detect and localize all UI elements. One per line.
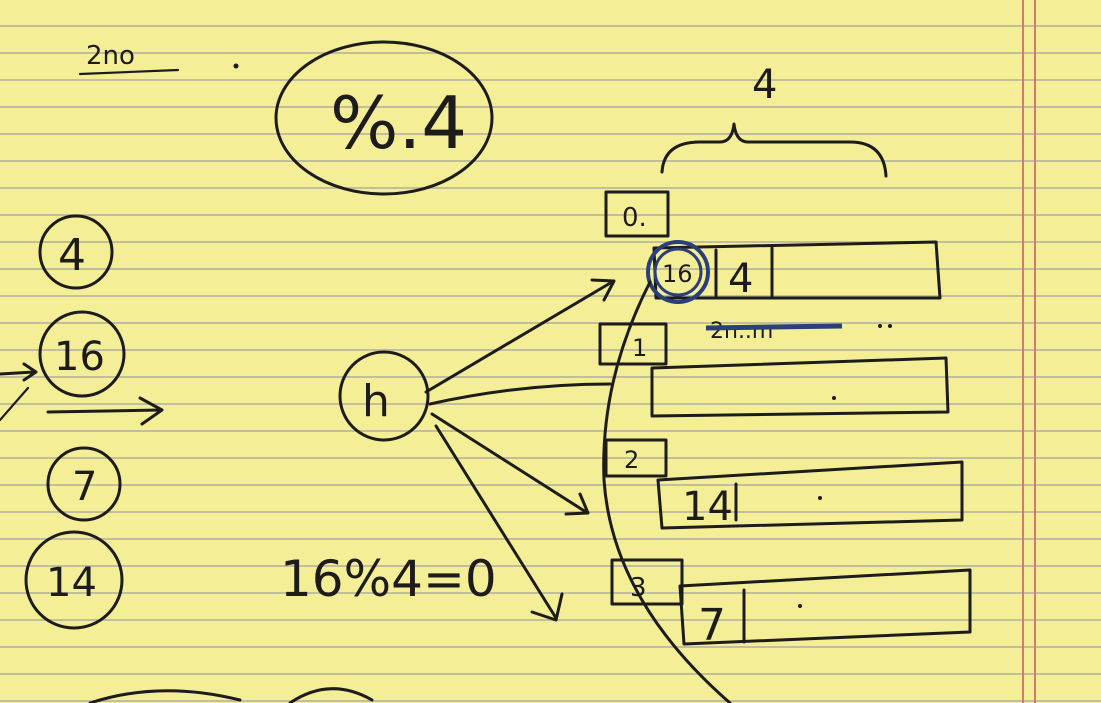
heading-underline [78,68,180,76]
key-label: 16 [54,334,105,380]
equation-text: 16%4=0 [280,550,497,608]
bucket-row-1: 1 [598,322,950,418]
modulus-circle [274,40,494,196]
bucket-count-label: 4 [752,62,777,108]
bucket-slot [678,568,972,646]
stray-dot [818,496,822,500]
bucket-slot [656,460,964,530]
key-label: 7 [72,464,97,510]
bucket-row-3: 3 7 [610,558,972,651]
bucket-entry: 4 [728,256,753,302]
heading-text: 2no [86,41,135,71]
hash-arrow-bucket-3 [434,424,564,622]
key-label: 14 [46,560,97,606]
key-circle [24,530,124,630]
stray-marks [798,324,892,608]
hash-function-circle [338,350,430,442]
bucket-index-box [598,322,668,366]
bucket-row-2: 2 14 [604,438,964,530]
circled-entry-highlight-inner [653,247,703,297]
bucket-index-box [604,438,668,478]
incoming-arrow [0,362,38,382]
hash-function-label: h [362,376,390,427]
chain-curve [602,280,732,703]
bucket-index-label: 3 [630,573,647,603]
key-list: 4 16 7 14 [24,214,126,630]
bucket-index-label: 0. [622,203,647,233]
bucket-entry: 16 [662,260,693,288]
bucket-row-0: 0. 16 4 [604,190,942,304]
bucket-width-brace [660,122,888,178]
key-circle [38,214,114,290]
key-circle [46,446,122,522]
bucket-entry: 14 [682,484,733,530]
hash-arrow-bucket-2 [430,412,590,516]
stray-dot [233,63,239,69]
circled-entry-highlight [646,240,710,304]
hash-arrow-bucket-0 [424,278,616,394]
bucket-slot [652,240,942,300]
bucket-entry: 7 [698,600,726,651]
key-circle [38,310,126,398]
struck-note: 2n..m [710,319,773,344]
margin-rule [1022,0,1036,703]
stray-dot [878,324,882,328]
key-label: 4 [58,230,86,281]
stray-dot [888,324,892,328]
bucket-index-label: 2 [624,446,639,474]
partial-curve [88,689,242,703]
hash-arrow-bucket-1 [428,382,612,406]
bucket-index-box [604,190,670,238]
partial-curve [288,687,374,703]
key-arrow [46,396,164,426]
stray-dot [798,604,802,608]
bucket-index-box [610,558,684,606]
strike-line [705,323,843,331]
bucket-index-label: 1 [632,334,647,362]
bucket-slot [650,356,950,418]
stray-dot [832,396,836,400]
modulus-text: %.4 [330,81,467,165]
stray-stroke [0,386,30,422]
